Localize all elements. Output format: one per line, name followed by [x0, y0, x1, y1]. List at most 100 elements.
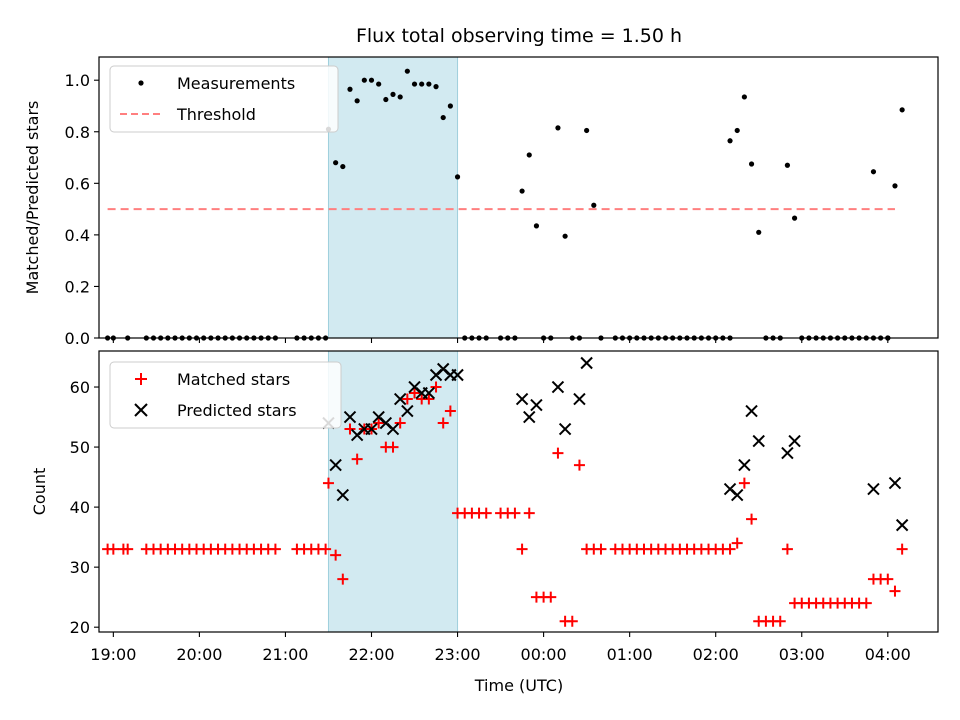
predicted-star-point: [329, 458, 342, 472]
measurement-point: [756, 229, 762, 235]
measurement-point: [376, 81, 382, 87]
measurement-point: [411, 81, 418, 87]
observing-span-top: [327, 56, 459, 339]
measurement-point: [555, 125, 561, 131]
matched-star-point: [523, 507, 535, 519]
matched-star-point: [351, 453, 363, 465]
matched-star-point: [882, 573, 894, 585]
measurement-point: [784, 162, 791, 168]
measurement-point: [440, 114, 446, 121]
matched-star-point: [387, 441, 399, 453]
matched-star-point: [122, 543, 134, 555]
top-y-ticks: 0.0 0.2 0.4 0.6 0.8 1.0: [65, 71, 99, 348]
y-tick-label: 0.8: [65, 123, 90, 142]
measurement-point: [892, 183, 898, 189]
y-tick-label: 0.2: [65, 277, 90, 296]
measurement-point: [390, 91, 396, 97]
matched-star-point: [320, 543, 332, 555]
predicted-star-point: [451, 368, 464, 382]
bottom-y-axis-label: Count: [30, 468, 49, 516]
x-tick-label: 19:00: [90, 645, 136, 664]
matched-star-point: [731, 537, 743, 549]
matched-star-point: [344, 423, 356, 435]
predicted-star-point: [551, 380, 565, 394]
x-tick-label: 01:00: [607, 645, 653, 664]
predicted-star-point: [888, 476, 902, 490]
predicted-star-point: [781, 446, 794, 460]
predicted-star-point: [738, 458, 751, 472]
top-legend: Measurements Threshold: [109, 65, 339, 133]
y-tick-label: 30: [70, 558, 90, 577]
matched-star-point: [889, 585, 901, 597]
matched-star-point: [746, 513, 758, 525]
x-tick-label: 00:00: [521, 645, 567, 664]
measurement-point: [433, 84, 439, 90]
observing-span-bottom: [327, 350, 459, 633]
x-tick-label: 04:00: [865, 645, 911, 664]
legend-label-threshold: Threshold: [176, 105, 256, 124]
legend-plus-icon: [135, 373, 147, 385]
matched-star-point: [509, 507, 521, 519]
y-tick-label: 60: [70, 378, 90, 397]
matched-star-point: [724, 543, 736, 555]
predicted-star-point: [530, 398, 543, 412]
bottom-legend: Matched stars Predicted stars: [109, 361, 342, 429]
measurement-point: [899, 107, 905, 113]
matched-star-point: [896, 543, 908, 555]
legend-label-measurements: Measurements: [177, 74, 295, 93]
matched-star-point: [394, 417, 406, 429]
measurement-point: [519, 188, 525, 194]
measurement-point: [333, 160, 339, 166]
matched-star-point: [516, 543, 528, 555]
matched-star-point: [330, 549, 342, 561]
bottom-panel-frame: [98, 350, 939, 633]
matched-star-point: [337, 573, 349, 585]
matched-star-point: [409, 387, 421, 399]
legend-dot-icon: [138, 80, 144, 86]
bottom-y-ticks: 20 30 40 50 60: [70, 378, 99, 637]
legend-label-matched: Matched stars: [177, 370, 290, 389]
measurement-point: [426, 81, 432, 87]
matched-star-point: [444, 405, 456, 417]
measurement-point: [340, 163, 346, 170]
bottom-x-ticks: 19:00 20:00 21:00 22:00 23:00 00:00 01:00 02:00…: [90, 632, 911, 664]
matched-star-point: [552, 447, 564, 459]
matched-star-point: [480, 507, 492, 519]
y-tick-label: 40: [70, 498, 90, 517]
measurement-point: [562, 233, 568, 239]
measurement-point: [361, 77, 367, 83]
measurement-point: [354, 98, 360, 104]
matched-star-point: [107, 543, 119, 555]
predicted-star-point: [895, 518, 909, 532]
y-tick-label: 50: [70, 438, 90, 457]
predicted-star-point: [365, 422, 378, 436]
measurement-point: [748, 161, 755, 167]
x-tick-label: 03:00: [779, 645, 825, 664]
matched-star-point: [269, 543, 281, 555]
predicted-star-point: [558, 422, 572, 436]
x-tick-label: 22:00: [348, 645, 394, 664]
y-tick-label: 1.0: [65, 71, 90, 90]
measurement-point: [526, 152, 532, 158]
measurement-point: [584, 127, 590, 134]
top-panel: Flux total observing time = 1.50 h 0.00.…: [23, 25, 939, 348]
x-tick-label: 20:00: [176, 645, 222, 664]
matched-star-point: [738, 477, 750, 489]
measurement-point: [383, 96, 389, 103]
bottom-panel-marks: [102, 356, 909, 627]
predicted-star-point: [867, 482, 880, 496]
matched-star-point: [573, 459, 585, 471]
measurement-point: [591, 202, 597, 208]
matched-star-point: [322, 477, 334, 489]
matched-star-point: [595, 543, 607, 555]
bottom-panel: 20 30 40 50 60 19:00 20:00 21:00 22:00 23:00 00:0…: [30, 350, 939, 695]
matched-star-point: [545, 591, 557, 603]
measurement-point: [419, 81, 425, 87]
predicted-star-point: [580, 356, 593, 370]
predicted-star-point: [731, 488, 744, 502]
matched-star-point: [373, 417, 385, 429]
measurement-point: [454, 174, 461, 180]
predicted-star-point: [788, 434, 801, 448]
predicted-star-point: [745, 404, 758, 418]
